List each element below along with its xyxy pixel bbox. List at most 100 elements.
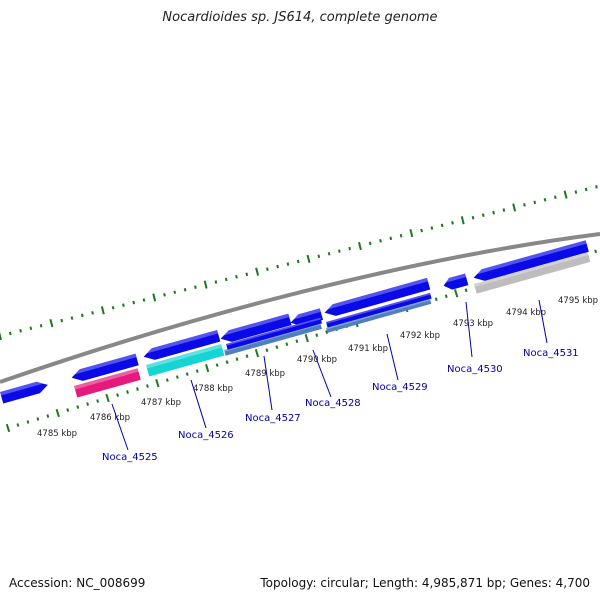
tick-mark: [481, 213, 485, 217]
tick-mark: [214, 280, 218, 284]
gene-magenta-feature: [74, 368, 141, 398]
tick-mark: [409, 229, 414, 238]
tick-mark: [379, 239, 382, 243]
tick-mark: [225, 360, 229, 365]
gene-label[interactable]: Noca_4531: [523, 348, 579, 359]
gene-leader-line: [190, 379, 207, 429]
gene-blue-feature: [326, 292, 432, 328]
tick-mark: [245, 354, 249, 358]
tick-mark: [60, 318, 64, 323]
tick-mark: [584, 187, 588, 192]
gene-blue-feature: [70, 353, 139, 381]
tick-mark: [46, 414, 50, 418]
tick-mark: [122, 303, 125, 307]
gene-label[interactable]: Noca_4529: [372, 382, 428, 393]
gene-steel-feature: [326, 298, 432, 333]
gene-blue-feature: [323, 277, 431, 316]
kbp-label: 4793 kbp: [453, 319, 493, 329]
gene-leader-line: [538, 299, 548, 344]
gene-blue-feature: [472, 240, 589, 281]
tick-mark: [66, 408, 70, 412]
tick-mark: [434, 297, 438, 302]
gene-leader-line: [111, 403, 129, 451]
gene-leader-line: [263, 355, 273, 411]
tick-mark: [563, 190, 568, 199]
tick-mark: [96, 399, 100, 403]
tick-mark: [80, 313, 84, 318]
accession-text: Accession: NC_008699: [9, 576, 146, 590]
gene-label[interactable]: Noca_4525: [102, 452, 158, 463]
tick-mark: [285, 342, 289, 346]
tick-mark: [5, 423, 11, 433]
gene-label[interactable]: Noca_4528: [305, 398, 361, 409]
tick-mark: [420, 228, 423, 233]
tick-mark: [29, 326, 33, 331]
gene-label[interactable]: Noca_4530: [447, 364, 503, 375]
tick-mark: [194, 285, 197, 289]
gene-label[interactable]: Noca_4527: [245, 413, 301, 424]
tick-mark: [173, 290, 177, 295]
kbp-label: 4785 kbp: [37, 429, 77, 439]
tick-mark: [0, 331, 2, 341]
tick-mark: [399, 233, 403, 238]
tick-mark: [126, 390, 129, 394]
tick-mark: [574, 190, 578, 194]
tick-mark: [165, 378, 169, 382]
tick-mark: [325, 330, 329, 335]
tick-mark: [348, 246, 351, 251]
kbp-label: 4786 kbp: [90, 413, 130, 423]
tick-mark: [132, 300, 136, 305]
tick-mark: [471, 215, 475, 220]
tick-mark: [183, 287, 187, 292]
tick-mark: [304, 334, 309, 343]
tick-mark: [55, 408, 60, 418]
tick-mark: [276, 264, 279, 269]
gene-label[interactable]: Noca_4526: [178, 430, 234, 441]
tick-mark: [533, 200, 537, 205]
tick-mark: [594, 249, 598, 254]
kbp-label: 4791 kbp: [348, 344, 388, 354]
tick-marks: [0, 185, 598, 433]
tick-mark: [49, 319, 54, 328]
tick-mark: [440, 223, 444, 228]
tick-mark: [146, 384, 149, 388]
tick-mark: [464, 288, 468, 293]
tick-mark: [254, 349, 260, 358]
tick-mark: [430, 226, 434, 230]
gene-blue-feature: [0, 379, 48, 404]
tick-mark: [195, 369, 199, 373]
kbp-label: 4788 kbp: [193, 384, 233, 394]
tick-mark: [39, 323, 43, 328]
kbp-label: 4787 kbp: [141, 398, 181, 408]
tick-mark: [454, 289, 459, 298]
tick-mark: [26, 420, 30, 424]
tick-mark: [155, 379, 160, 388]
tick-mark: [451, 221, 454, 225]
tick-mark: [36, 417, 40, 421]
gene-labels: Noca_4525 Noca_4526 Noca_4527 Noca_4528 Noca…: [102, 299, 579, 463]
tick-mark: [502, 208, 506, 212]
gene-blue-feature: [442, 273, 469, 290]
genome-backbone-line: [0, 232, 600, 384]
tick-mark: [235, 275, 238, 279]
tick-mark: [543, 197, 547, 202]
tick-mark: [235, 357, 239, 361]
tick-mark: [389, 236, 393, 241]
tick-mark: [296, 259, 300, 264]
tick-mark: [512, 203, 517, 212]
topology-text: Topology: circular; Length: 4,985,871 bp…: [260, 576, 590, 590]
kbp-label: 4792 kbp: [400, 331, 440, 341]
tick-mark: [70, 316, 74, 320]
tick-mark: [595, 185, 598, 189]
tick-mark: [523, 203, 526, 207]
tick-mark: [91, 311, 94, 315]
tick-mark: [105, 393, 110, 403]
gene-blue-feature: [142, 329, 221, 360]
tick-mark: [215, 363, 219, 367]
tick-mark: [224, 277, 228, 282]
tick-mark: [460, 216, 465, 225]
tick-mark: [100, 306, 105, 315]
tick-mark: [315, 333, 319, 337]
tick-mark: [265, 348, 269, 352]
